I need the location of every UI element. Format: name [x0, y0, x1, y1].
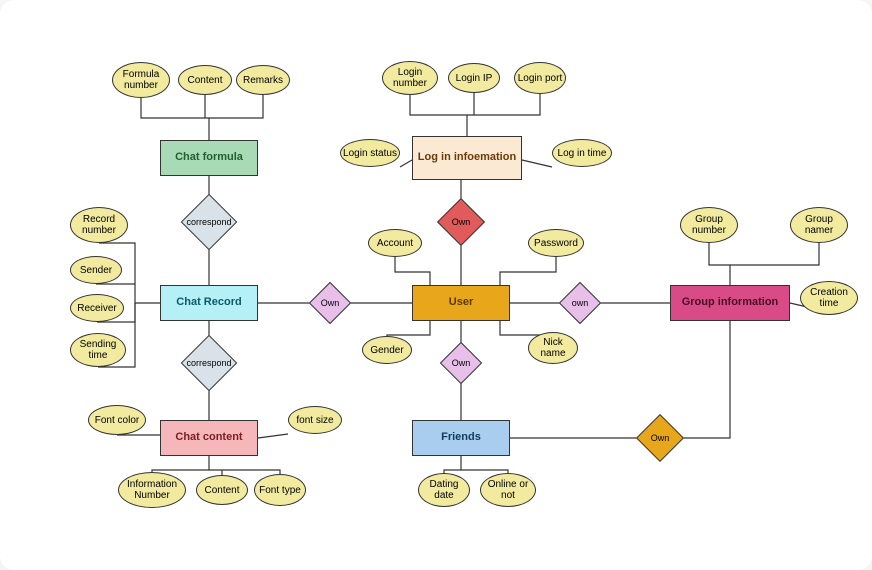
attr-receiver: Receiver — [70, 294, 124, 322]
entity-chat-formula: Chat formula — [160, 140, 258, 176]
rel-own-right: own — [565, 288, 595, 318]
attr-creation-time: Creation time — [800, 281, 858, 315]
rel-label: Own — [321, 298, 340, 308]
rel-label: Own — [651, 433, 670, 443]
rel-label: correspond — [186, 217, 231, 227]
attr-password: Password — [528, 229, 584, 257]
attr-online-or-not: Online or not — [480, 473, 536, 507]
rel-own-left: Own — [315, 288, 345, 318]
rel-own-red: Own — [444, 205, 478, 239]
attr-font-type: Font type — [254, 474, 306, 506]
attr-dating-date: Dating date — [418, 473, 470, 507]
entity-user: User — [412, 285, 510, 321]
attr-remarks: Remarks — [236, 65, 290, 95]
attr-formula-number: Formula number — [112, 62, 170, 98]
attr-font-color: Font color — [88, 405, 146, 435]
attr-sending-time: Sending time — [70, 333, 126, 367]
attr-login-number: Login number — [382, 61, 438, 95]
attr-login-status: Login status — [340, 139, 400, 167]
entity-login-info: Log in infoemation — [412, 136, 522, 180]
attr-nick-name: Nick name — [528, 332, 578, 364]
rel-own-gold: Own — [643, 421, 677, 455]
rel-correspond-1: correspond — [189, 202, 229, 242]
rel-label: Own — [452, 358, 471, 368]
rel-correspond-2: correspond — [189, 343, 229, 383]
rel-label: own — [572, 298, 589, 308]
attr-font-size: font size — [288, 406, 342, 434]
attr-gender: Gender — [362, 336, 412, 364]
entity-chat-content: Chat content — [160, 420, 258, 456]
attr-account: Account — [368, 229, 422, 257]
attr-content-2: Content — [196, 475, 248, 505]
attr-group-number: Group number — [680, 207, 738, 243]
attr-sender: Sender — [70, 256, 122, 284]
entity-group-info: Group information — [670, 285, 790, 321]
entity-friends: Friends — [412, 420, 510, 456]
attr-content-1: Content — [178, 65, 232, 95]
er-diagram-canvas: Chat formula Chat Record Chat content Lo… — [0, 0, 872, 570]
attr-login-ip: Login IP — [448, 63, 500, 93]
attr-record-number: Record number — [70, 207, 128, 243]
entity-chat-record: Chat Record — [160, 285, 258, 321]
attr-group-namer: Group namer — [790, 207, 848, 243]
rel-label: Own — [452, 217, 471, 227]
rel-own-below: Own — [446, 348, 476, 378]
attr-login-time: Log in time — [552, 139, 612, 167]
rel-label: correspond — [186, 358, 231, 368]
attr-info-number: Information Number — [118, 472, 186, 508]
attr-login-port: Login port — [514, 62, 566, 94]
